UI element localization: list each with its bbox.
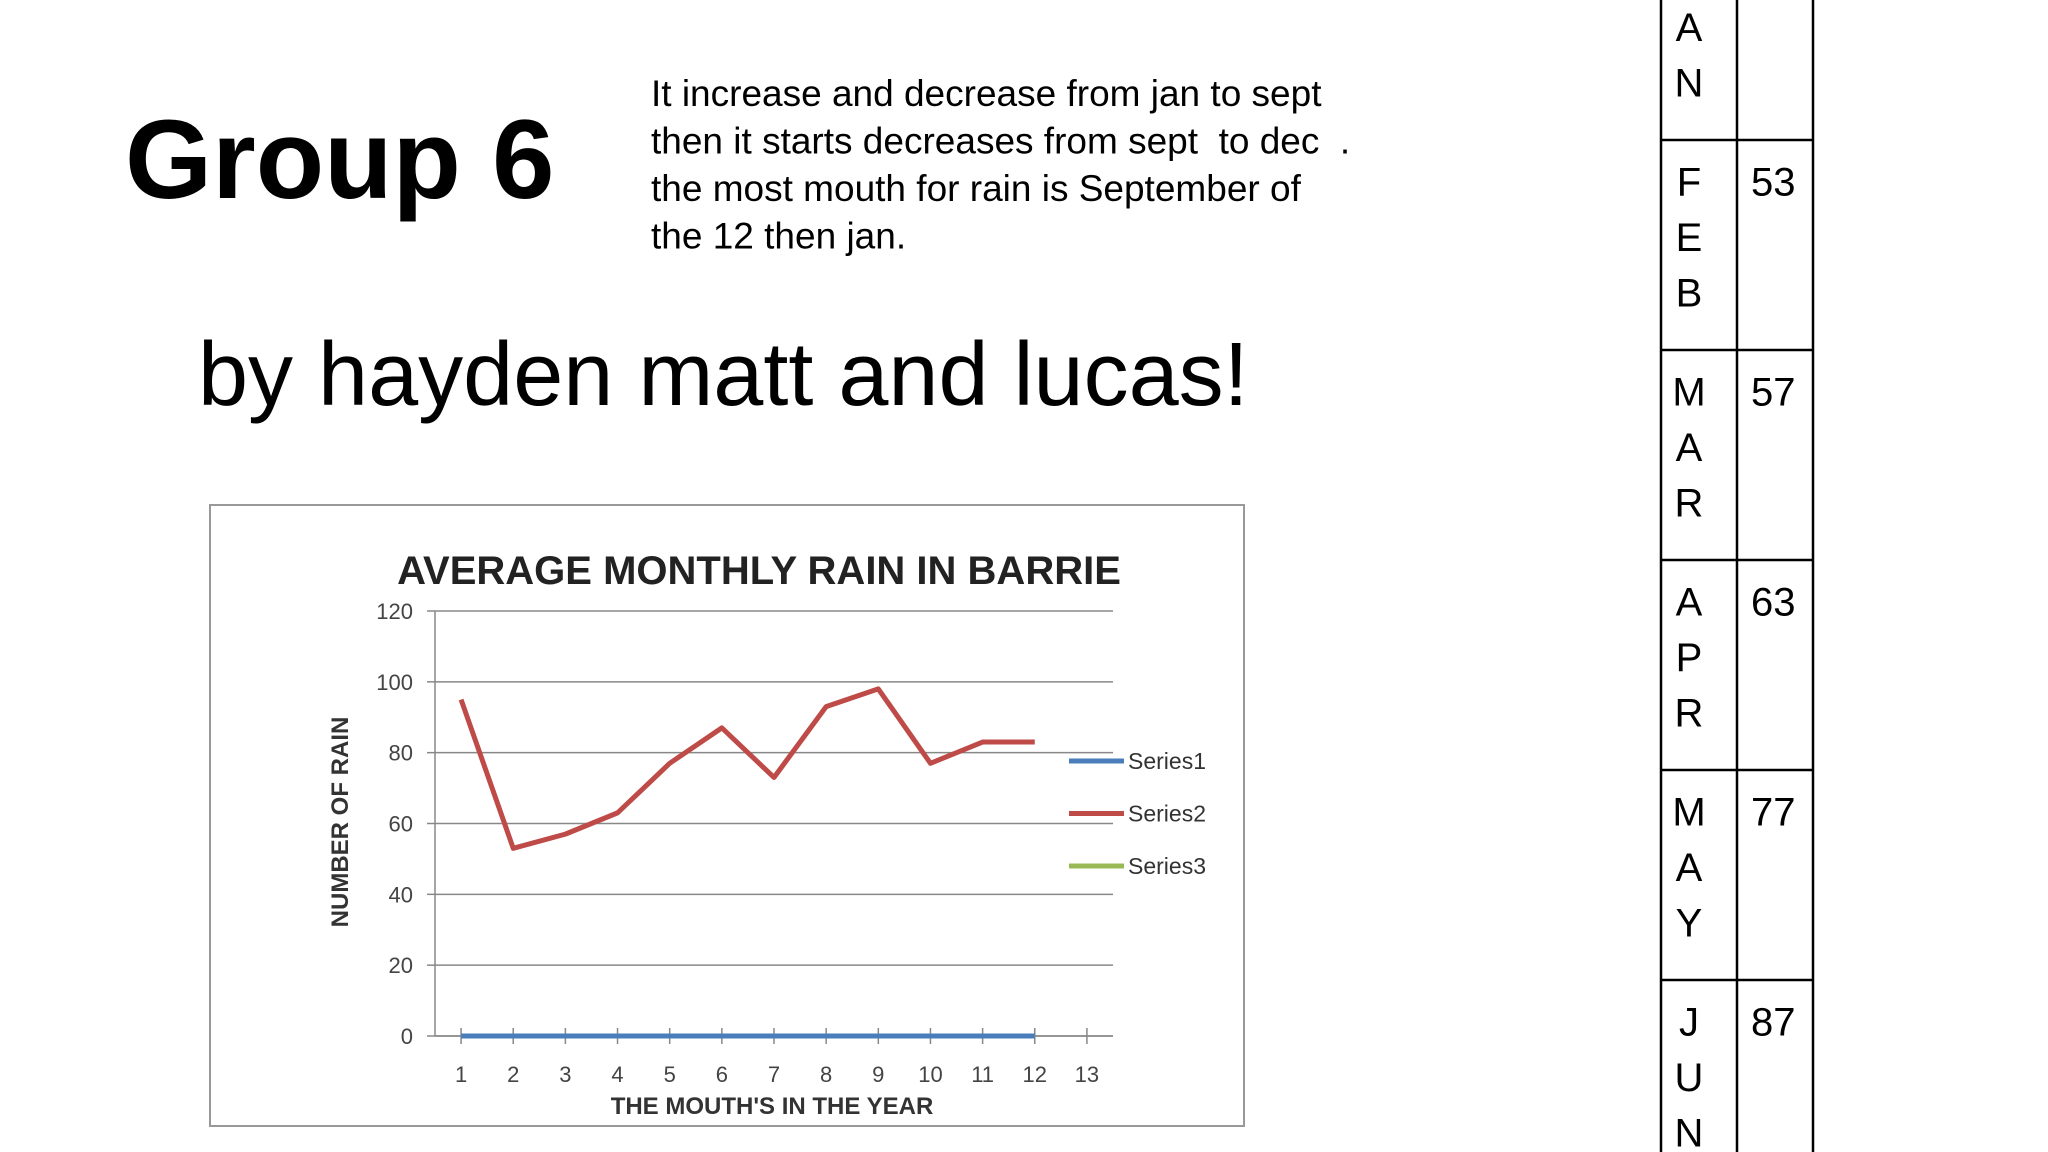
y-tick-label: 40 [389, 882, 413, 907]
month-letter: A [1676, 581, 1703, 625]
month-letter: Y [1676, 902, 1703, 946]
month-letter: J [1679, 1001, 1699, 1045]
month-letter: N [1675, 62, 1704, 106]
description-line: the most mouth for rain is September of [651, 168, 1302, 209]
month-letter: A [1676, 426, 1703, 470]
x-tick-label: 7 [768, 1062, 780, 1087]
rain-value: 63 [1751, 581, 1796, 625]
month-letter: U [1675, 1056, 1704, 1100]
rain-value: 77 [1751, 791, 1796, 835]
x-tick-label: 10 [918, 1062, 942, 1087]
x-tick-label: 11 [971, 1062, 994, 1087]
month-letter: B [1676, 272, 1703, 316]
chart-title: AVERAGE MONTHLY RAIN IN BARRIE [397, 549, 1121, 593]
slide-title: Group 6 [125, 97, 554, 222]
month-letter: R [1675, 482, 1704, 526]
x-tick-label: 4 [611, 1062, 623, 1087]
month-letter: M [1672, 791, 1705, 835]
month-letter: A [1676, 846, 1703, 890]
rain-value: 53 [1751, 161, 1796, 205]
x-tick-label: 1 [455, 1062, 467, 1087]
y-tick-label: 0 [401, 1024, 413, 1049]
x-tick-label: 2 [507, 1062, 519, 1087]
x-tick-label: 8 [820, 1062, 832, 1087]
x-tick-label: 3 [559, 1062, 571, 1087]
description: It increase and decrease from jan to sep… [651, 73, 1350, 257]
month-letter: E [1676, 216, 1703, 260]
description-line: the 12 then jan. [651, 216, 906, 257]
legend-label: Series1 [1128, 748, 1206, 774]
x-tick-label: 12 [1023, 1062, 1047, 1087]
legend-label: Series2 [1128, 801, 1206, 827]
month-letter: R [1675, 692, 1704, 736]
x-axis-label: THE MOUTH'S IN THE YEAR [611, 1093, 934, 1120]
rain-value: 57 [1751, 371, 1796, 415]
month-letter: F [1677, 161, 1701, 205]
y-tick-label: 20 [389, 953, 413, 978]
description-line: It increase and decrease from jan to sep… [651, 73, 1322, 114]
legend-label: Series3 [1128, 853, 1206, 879]
rain-value: 87 [1751, 1001, 1796, 1045]
y-tick-label: 100 [376, 670, 413, 695]
x-tick-label: 6 [716, 1062, 728, 1087]
month-letter: P [1676, 636, 1703, 680]
x-tick-label: 13 [1075, 1062, 1099, 1087]
chart: AVERAGE MONTHLY RAIN IN BARRIE THE MOUTH'… [327, 549, 1206, 1120]
y-tick-label: 60 [389, 812, 413, 837]
y-axis-label: NUMBER OF RAIN [327, 717, 354, 928]
x-tick-label: 9 [872, 1062, 884, 1087]
description-line: then it starts decreases from sept to de… [651, 121, 1350, 162]
slide-subtitle: by hayden matt and lucas! [198, 325, 1249, 425]
x-tick-label: 5 [664, 1062, 676, 1087]
month-letter: A [1676, 6, 1703, 50]
y-tick-label: 80 [389, 741, 413, 766]
y-tick-label: 120 [376, 599, 413, 624]
series-line [458, 686, 1035, 851]
month-letter: M [1672, 371, 1705, 415]
month-letter: N [1675, 1112, 1704, 1152]
